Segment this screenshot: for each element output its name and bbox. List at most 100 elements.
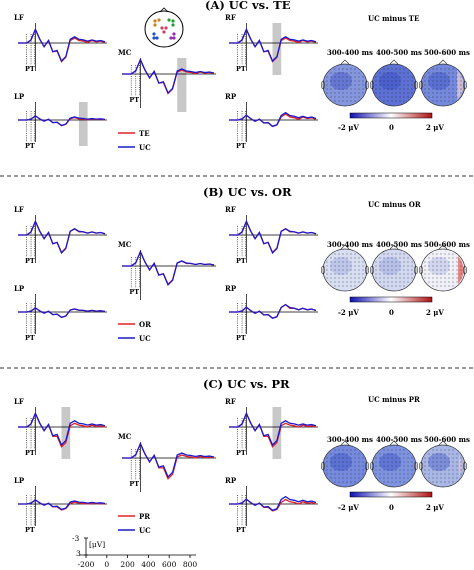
electrode-dot	[391, 473, 393, 475]
scalp-map	[420, 248, 466, 292]
ear-icon	[321, 80, 325, 90]
electrode-dot	[338, 68, 340, 70]
electrode-dot	[354, 449, 356, 451]
electrode-dot	[436, 269, 438, 271]
scalp-map	[371, 63, 417, 107]
electrode-dot	[436, 277, 438, 279]
electrode-dot	[428, 461, 430, 463]
series-line-uc	[122, 58, 215, 95]
electrode-dot	[440, 96, 442, 98]
electrode-dot	[403, 465, 405, 467]
pt-label: PT	[236, 142, 246, 150]
electrode-dot	[387, 285, 389, 287]
electrode-dot	[448, 449, 450, 451]
electrode-dot	[436, 68, 438, 70]
electrode-dot	[448, 477, 450, 479]
electrode-dot	[428, 269, 430, 271]
electrode-dot	[444, 473, 446, 475]
electrode-dot	[379, 84, 381, 86]
electrode-dot	[444, 449, 446, 451]
electrode-dot	[460, 473, 462, 475]
electrode-dot	[460, 461, 462, 463]
topo-blob	[330, 453, 352, 471]
electrode-dot	[444, 68, 446, 70]
electrode-dot	[407, 261, 409, 263]
electrode-dot	[354, 473, 356, 475]
electrode-dot	[362, 457, 364, 459]
electrode-dot	[444, 277, 446, 279]
electrode-dot	[334, 265, 336, 267]
electrode-dot	[358, 469, 360, 471]
electrode-dot	[444, 265, 446, 267]
electrode-dot	[346, 88, 348, 90]
electrode-dot	[330, 72, 332, 74]
electrode-dot	[436, 449, 438, 451]
electrode-dot	[448, 473, 450, 475]
legend-label: UC	[139, 334, 151, 343]
electrode-dot	[387, 88, 389, 90]
electrode-dot	[436, 469, 438, 471]
ear-icon	[414, 80, 418, 90]
electrode-dot	[448, 84, 450, 86]
electrode-dot	[456, 84, 458, 86]
electrode-dot	[387, 449, 389, 451]
electrode-dot	[338, 281, 340, 283]
electrode-dot	[383, 453, 385, 455]
electrode-dot	[391, 261, 393, 263]
ear-icon	[414, 265, 418, 275]
electrode-dot	[411, 265, 413, 267]
electrode-dot	[440, 80, 442, 82]
electrode-dot	[399, 473, 401, 475]
electrode-dot	[354, 269, 356, 271]
electrode-dot	[432, 449, 434, 451]
electrode-dot	[432, 265, 434, 267]
electrode-dot	[354, 68, 356, 70]
electrode-dot	[411, 261, 413, 263]
electrode-dot	[436, 72, 438, 74]
electrode-dot	[456, 265, 458, 267]
electrode-dot	[432, 88, 434, 90]
electrode-dot	[407, 265, 409, 267]
electrode-dot	[358, 96, 360, 98]
electrode-dot	[338, 96, 340, 98]
electrode-dot	[354, 273, 356, 275]
electrode-dot	[334, 257, 336, 259]
erp-plot-rp: RP PT	[225, 92, 318, 150]
electrode-dot	[358, 76, 360, 78]
electrode-dot	[346, 461, 348, 463]
electrode-dot	[436, 481, 438, 483]
electrode-dot	[444, 96, 446, 98]
electrode-dot	[428, 257, 430, 259]
electrode-dot	[358, 92, 360, 94]
nose-icon	[340, 440, 350, 446]
electrode-dot	[428, 96, 430, 98]
ear-icon	[321, 461, 325, 471]
electrode-dot	[452, 461, 454, 463]
electrode-dot	[350, 465, 352, 467]
region-label: RF	[225, 205, 236, 214]
electrode-dot	[383, 88, 385, 90]
pt-label: PT	[129, 96, 139, 104]
electrode-dot	[428, 88, 430, 90]
electrode-dot	[456, 277, 458, 279]
electrode-dot	[436, 257, 438, 259]
electrode-dot	[358, 80, 360, 82]
electrode-dot	[334, 84, 336, 86]
electrode-dot	[338, 88, 340, 90]
electrode-dot	[387, 461, 389, 463]
electrode-dot	[383, 481, 385, 483]
electrode-dot	[436, 253, 438, 255]
electrode-dot	[452, 76, 454, 78]
electrode-dot	[338, 473, 340, 475]
series-line-uc	[18, 27, 106, 63]
electrode-dot	[428, 477, 430, 479]
electrode-dot	[403, 265, 405, 267]
colorbar-min-label: -2 μV	[338, 308, 359, 317]
electrode-dot	[362, 465, 364, 467]
pt-label: PT	[25, 65, 35, 73]
electrode-dot	[440, 261, 442, 263]
electrode-dot	[399, 84, 401, 86]
electrode-dot	[428, 277, 430, 279]
electrode-dot	[379, 453, 381, 455]
electrode-dot	[395, 76, 397, 78]
